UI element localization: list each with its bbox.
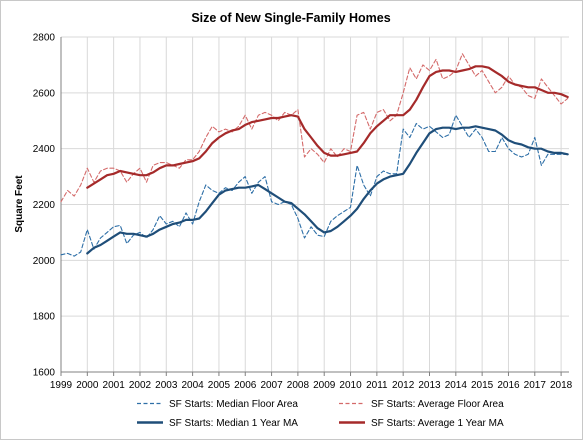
series-line-2 xyxy=(60,53,569,203)
axes xyxy=(60,37,569,373)
legend-entry: SF Starts: Average Floor Area xyxy=(371,399,504,410)
x-tick-label: 2016 xyxy=(497,380,520,391)
x-tick-label: 2014 xyxy=(445,380,468,391)
x-tick-label: 1999 xyxy=(50,380,73,391)
x-tick-label: 2002 xyxy=(129,380,152,391)
y-tick-label: 2800 xyxy=(33,33,56,44)
y-tick-label: 2000 xyxy=(33,256,56,267)
x-tick-label: 2006 xyxy=(234,380,257,391)
legend-entry: SF Starts: Average 1 Year MA xyxy=(371,418,504,429)
x-tick-label: 2009 xyxy=(313,380,336,391)
y-tick-label: 1600 xyxy=(33,368,56,379)
series-line-4 xyxy=(86,65,569,189)
x-tick-label: 2011 xyxy=(366,380,388,391)
x-tick-label: 2007 xyxy=(260,380,283,391)
series-lines xyxy=(60,53,569,257)
y-tick-label: 1800 xyxy=(33,312,56,323)
x-tick-label: 2001 xyxy=(103,380,126,391)
x-tick-label: 2003 xyxy=(155,380,178,391)
legend: SF Starts: Median Floor Area SF Starts: A… xyxy=(137,399,504,429)
x-tick-label: 2005 xyxy=(208,380,231,391)
x-tick-label: 2017 xyxy=(524,380,547,391)
x-tick-label: 2015 xyxy=(471,380,494,391)
x-tick-label: 2018 xyxy=(550,380,573,391)
x-tick-label: 2008 xyxy=(287,380,310,391)
x-tick-label: 2010 xyxy=(339,380,362,391)
legend-entry: SF Starts: Median Floor Area xyxy=(169,399,298,410)
chart-title: Size of New Single-Family Homes xyxy=(191,11,390,25)
y-tick-labels: 1600 1800 2000 2200 2400 2600 2800 xyxy=(33,33,56,379)
x-tick-label: 2012 xyxy=(392,380,415,391)
y-tick-label: 2600 xyxy=(33,88,56,99)
x-tick-label: 2004 xyxy=(181,380,204,391)
series-line-3 xyxy=(86,125,569,255)
y-axis-label: Square Feet xyxy=(14,175,25,233)
gridlines xyxy=(60,36,569,373)
y-tick-label: 2200 xyxy=(33,200,56,211)
x-tick-label: 2013 xyxy=(418,380,441,391)
legend-entry: SF Starts: Median 1 Year MA xyxy=(169,418,298,429)
y-tick-label: 2400 xyxy=(33,144,56,155)
x-tick-label: 2000 xyxy=(76,380,99,391)
x-tick-labels: 1999 2000 2001 2002 2003 2004 2005 2006 2007 2008… xyxy=(50,372,573,391)
